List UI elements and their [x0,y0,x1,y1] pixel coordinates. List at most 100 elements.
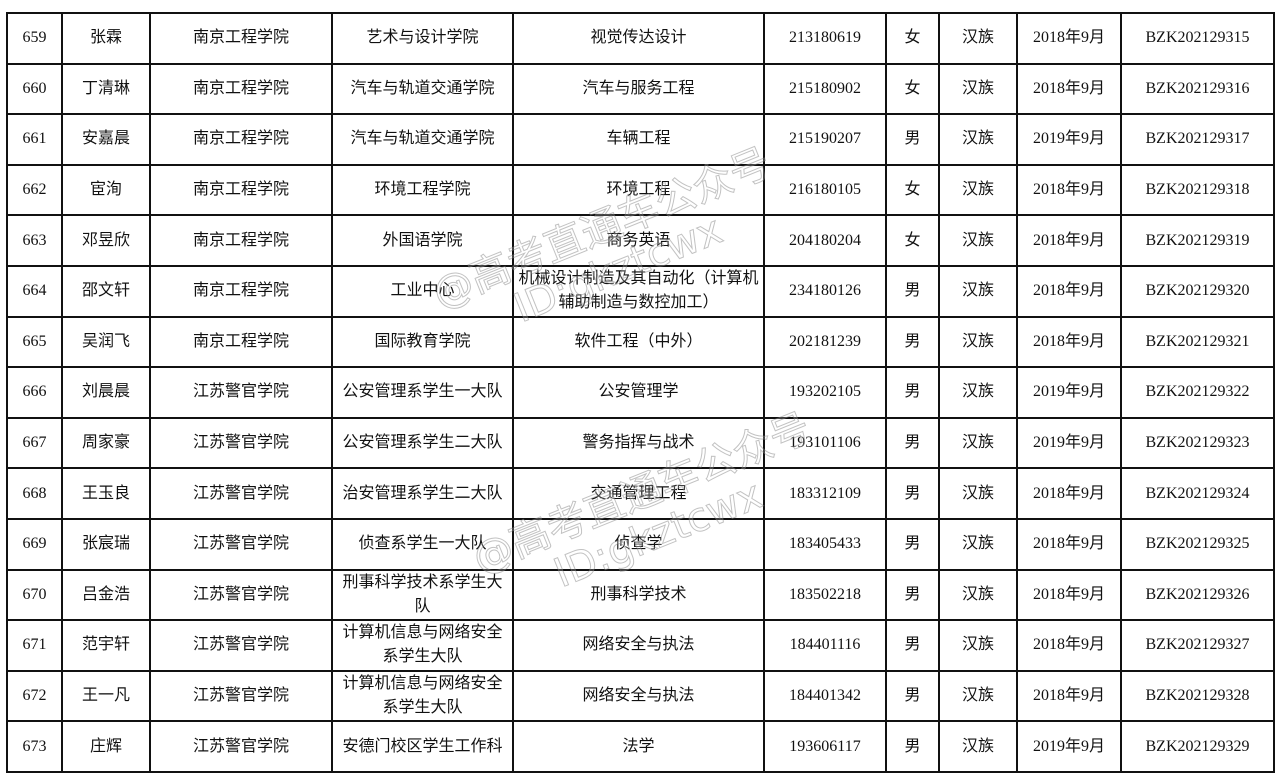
department-text: 治安管理系学生二大队 [342,484,503,502]
cell-enrollment-date: 2018年9月 [1016,568,1122,622]
cell-enrollment-date: 2018年9月 [1016,264,1122,318]
table-row: 670 吕金浩 江苏警官学院 刑事科学技术系学生大队 刑事科学技术 183502218 男 汉… [6,568,1275,622]
cell-department: 汽车与轨道交通学院 [331,113,514,166]
certificate-no-text: BZK202129315 [1145,29,1250,47]
ethnicity-text: 汉族 [961,282,994,300]
cell-certificate-no: BZK202129322 [1120,366,1275,419]
cell-major: 环境工程 [512,163,765,217]
seq-text: 661 [22,130,47,148]
cell-student-id: 215180902 [763,62,887,116]
cell-certificate-no: BZK202129317 [1120,113,1275,166]
cell-department: 侦查系学生一大队 [331,517,514,571]
name-text: 宦洵 [89,181,122,199]
cell-certificate-no: BZK202129315 [1120,12,1275,65]
school-text: 江苏警官学院 [192,383,289,401]
cell-school: 江苏警官学院 [149,669,333,723]
student-id-text: 234180126 [789,282,861,300]
cell-gender: 女 [885,62,940,116]
name-text: 庄辉 [89,737,122,755]
cell-student-id: 202181239 [763,315,887,369]
ethnicity-text: 汉族 [961,535,994,553]
department-text: 计算机信息与网络安全系学生大队 [342,675,503,717]
cell-gender: 男 [885,264,940,318]
gender-text: 男 [904,282,921,300]
cell-ethnicity: 汉族 [938,62,1018,116]
student-id-text: 193606117 [789,737,861,755]
cell-student-id: 216180105 [763,163,887,217]
name-text: 王玉良 [81,484,130,502]
school-text: 江苏警官学院 [192,585,289,603]
enrollment-date-text: 2018年9月 [1032,332,1105,350]
school-text: 南京工程学院 [192,130,289,148]
table-row: 669 张宸瑞 江苏警官学院 侦查系学生一大队 侦查学 183405433 男 汉族 2018年… [6,517,1275,571]
major-text: 法学 [622,737,655,755]
cell-major: 软件工程（中外） [512,315,765,369]
cell-enrollment-date: 2018年9月 [1016,163,1122,217]
cell-school: 江苏警官学院 [149,720,333,773]
gender-text: 男 [904,434,921,452]
seq-text: 669 [22,535,47,553]
cell-major: 商务英语 [512,214,765,267]
cell-seq: 670 [6,568,63,622]
school-text: 江苏警官学院 [192,636,289,654]
enrollment-date-text: 2018年9月 [1032,79,1105,97]
cell-major: 网络安全与执法 [512,619,765,672]
cell-enrollment-date: 2018年9月 [1016,315,1122,369]
table-row: 668 王玉良 江苏警官学院 治安管理系学生二大队 交通管理工程 183312109 男 汉族… [6,467,1275,520]
student-id-text: 193101106 [789,434,861,452]
name-text: 刘晨晨 [81,383,130,401]
certificate-no-text: BZK202129322 [1145,383,1250,401]
student-id-text: 184401342 [789,687,861,705]
seq-text: 672 [22,687,47,705]
student-id-text: 183405433 [789,535,861,553]
seq-text: 673 [22,737,47,755]
name-text: 邵文轩 [81,282,130,300]
ethnicity-text: 汉族 [961,332,994,350]
cell-seq: 671 [6,619,63,672]
gender-text: 男 [904,636,921,654]
ethnicity-text: 汉族 [961,181,994,199]
major-text: 汽车与服务工程 [582,79,695,97]
cell-school: 南京工程学院 [149,315,333,369]
major-text: 警务指挥与战术 [582,434,695,452]
major-text: 网络安全与执法 [582,687,695,705]
school-text: 南京工程学院 [192,282,289,300]
cell-name: 安嘉晨 [61,113,151,166]
enrollment-date-text: 2018年9月 [1032,687,1105,705]
certificate-no-text: BZK202129319 [1145,231,1250,249]
name-text: 王一凡 [81,687,130,705]
enrollment-date-text: 2018年9月 [1032,484,1105,502]
enrollment-date-text: 2018年9月 [1032,282,1105,300]
cell-department: 汽车与轨道交通学院 [331,62,514,116]
cell-ethnicity: 汉族 [938,568,1018,622]
seq-text: 660 [22,79,47,97]
department-text: 工业中心 [390,282,455,300]
ethnicity-text: 汉族 [961,636,994,654]
department-text: 安德门校区学生工作科 [342,737,503,755]
school-text: 江苏警官学院 [192,434,289,452]
cell-school: 南京工程学院 [149,214,333,267]
ethnicity-text: 汉族 [961,29,994,47]
gender-text: 男 [904,737,921,755]
seq-text: 659 [22,29,47,47]
seq-text: 665 [22,332,47,350]
cell-major: 网络安全与执法 [512,669,765,723]
enrollment-date-text: 2018年9月 [1032,585,1105,603]
cell-gender: 女 [885,12,940,65]
cell-major: 警务指挥与战术 [512,416,765,470]
cell-school: 南京工程学院 [149,62,333,116]
cell-name: 刘晨晨 [61,366,151,419]
ethnicity-text: 汉族 [961,79,994,97]
cell-major: 公安管理学 [512,366,765,419]
enrollment-date-text: 2018年9月 [1032,636,1105,654]
cell-student-id: 193202105 [763,366,887,419]
cell-school: 南京工程学院 [149,264,333,318]
certificate-no-text: BZK202129324 [1145,484,1250,502]
seq-text: 671 [22,636,47,654]
name-text: 安嘉晨 [81,130,130,148]
cell-enrollment-date: 2018年9月 [1016,467,1122,520]
student-id-text: 204180204 [789,231,861,249]
table-row: 673 庄辉 江苏警官学院 安德门校区学生工作科 法学 193606117 男 汉族 2019年… [6,720,1275,773]
gender-text: 男 [904,383,921,401]
table-row: 660 丁清琳 南京工程学院 汽车与轨道交通学院 汽车与服务工程 215180902 女 汉族… [6,62,1275,116]
